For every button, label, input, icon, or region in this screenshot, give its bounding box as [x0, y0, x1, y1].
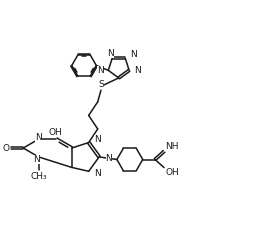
Text: O: O — [2, 144, 10, 153]
Text: CH₃: CH₃ — [30, 172, 47, 181]
Text: S: S — [99, 80, 105, 89]
Text: OH: OH — [165, 168, 179, 177]
Text: N: N — [34, 155, 40, 164]
Text: N: N — [35, 133, 42, 142]
Text: NH: NH — [165, 142, 179, 151]
Text: N: N — [130, 50, 137, 59]
Text: N: N — [94, 135, 101, 144]
Text: N: N — [97, 66, 104, 75]
Text: OH: OH — [49, 128, 63, 137]
Text: N: N — [107, 49, 114, 58]
Text: N: N — [106, 154, 112, 163]
Text: N: N — [134, 66, 141, 75]
Text: N: N — [94, 169, 101, 178]
